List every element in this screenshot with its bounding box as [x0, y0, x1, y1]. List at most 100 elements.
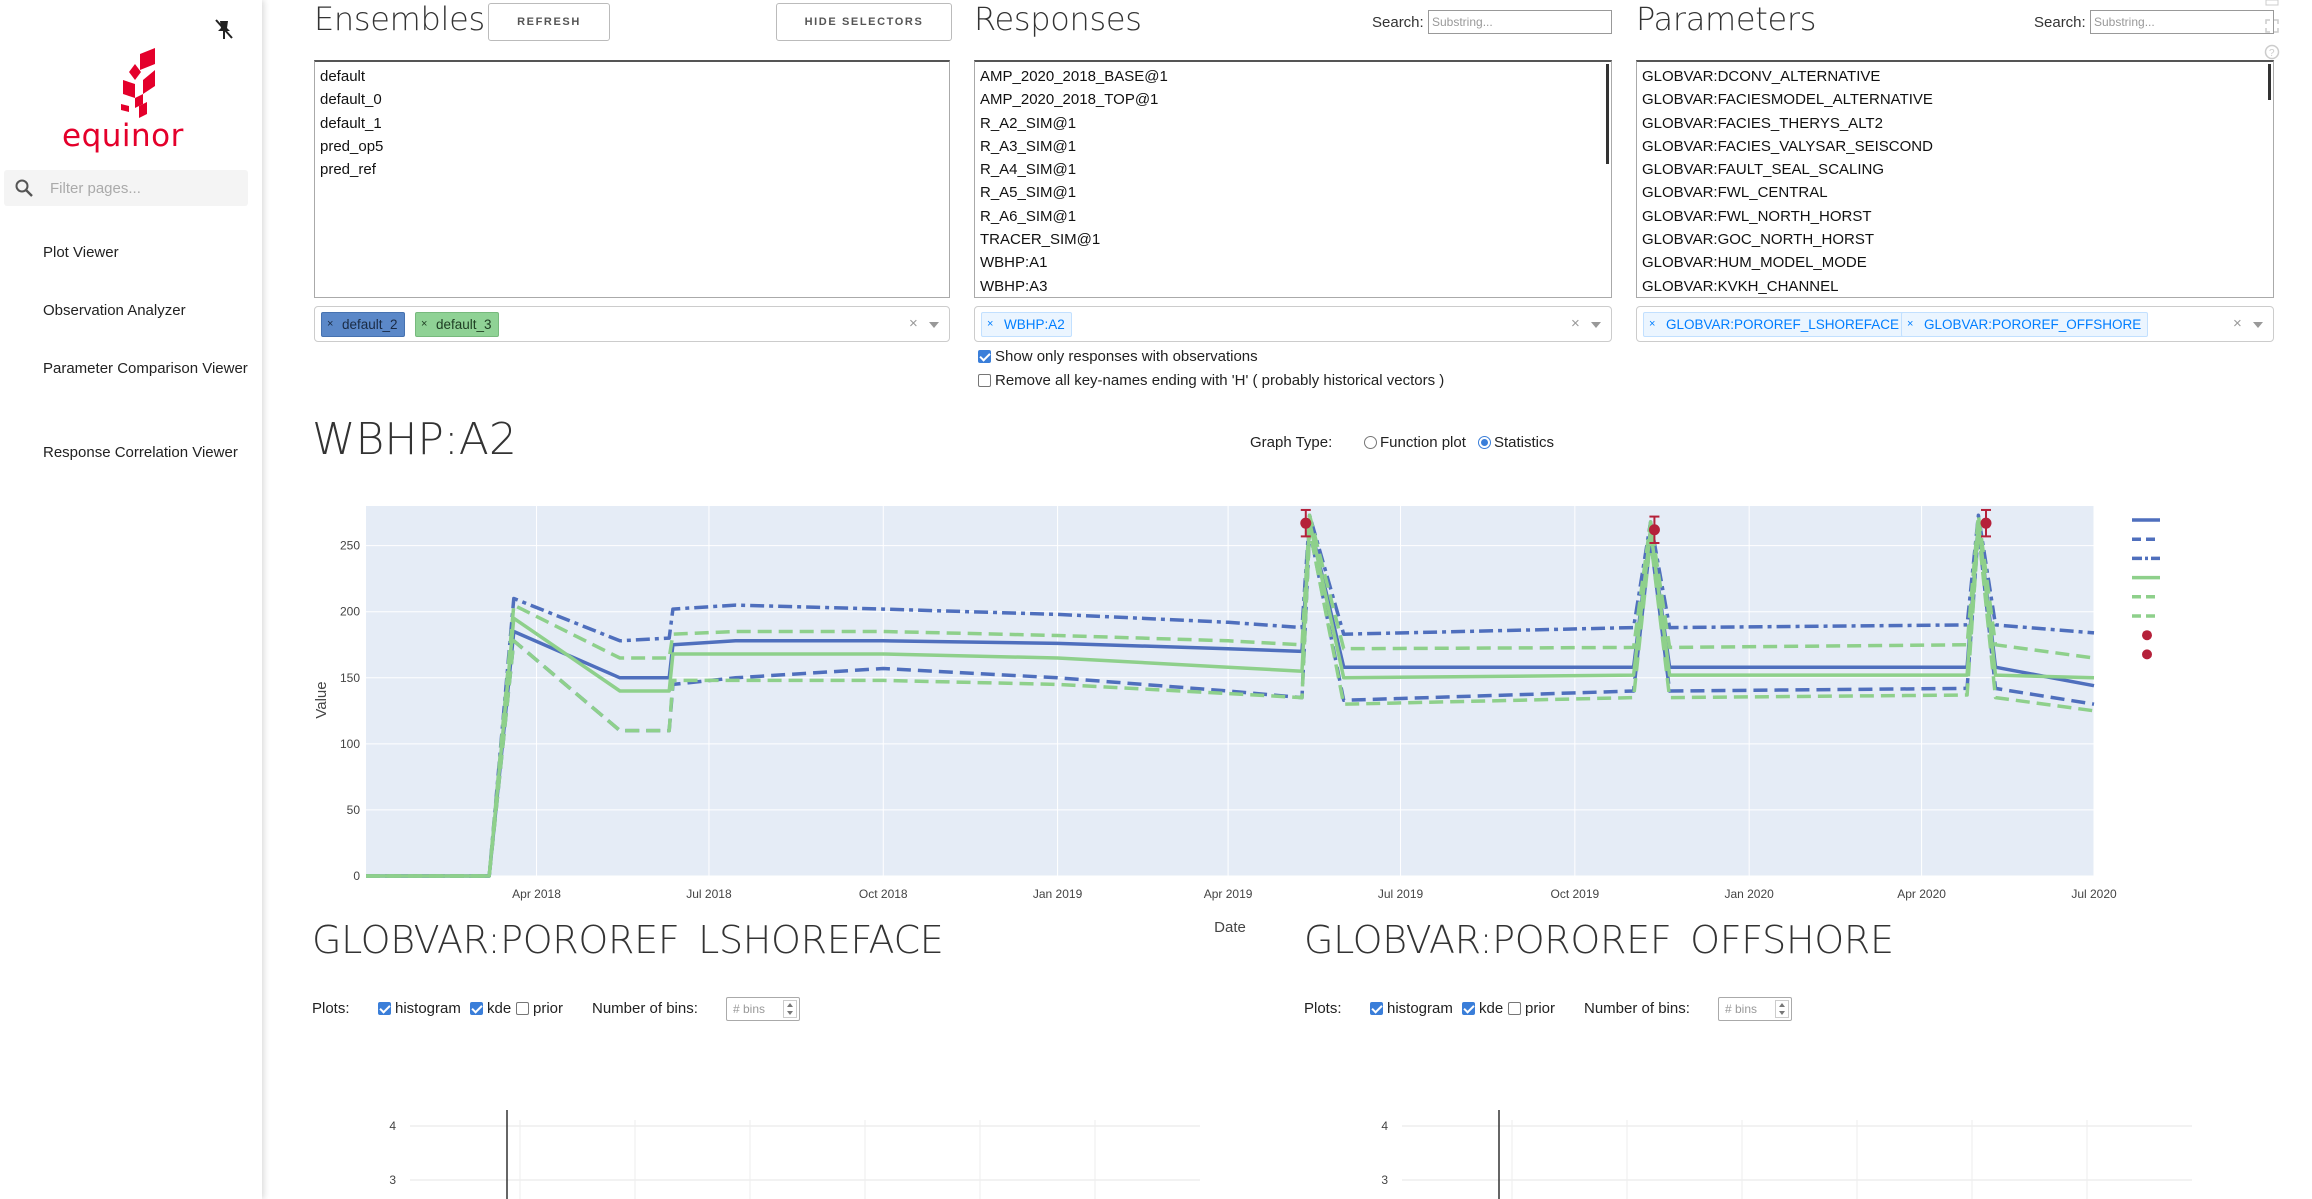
parameter-chip[interactable]: × GLOBVAR:POROREF_OFFSHORE — [1901, 312, 2149, 337]
checkbox[interactable] — [1370, 1002, 1383, 1015]
list-item[interactable]: default — [320, 68, 366, 85]
list-item[interactable]: default_1 — [320, 114, 382, 132]
response-chart[interactable]: 0 50 100 150 200 250 Apr 2018 Jul 2018 Oct 2018 J… — [300, 490, 2160, 940]
series-line-0[interactable] — [366, 520, 2095, 878]
checkbox[interactable] — [470, 1002, 483, 1015]
parameters-search-input[interactable] — [2090, 10, 2274, 34]
statistics-option[interactable]: Statistics — [1478, 434, 1554, 451]
nav-response-correlation-viewer[interactable]: Response Correlation Viewer — [43, 444, 238, 461]
legend-swatch[interactable] — [2142, 649, 2152, 660]
only-observations-option[interactable]: Show only responses with observations — [978, 348, 1258, 365]
remove-icon[interactable]: × — [987, 318, 994, 330]
ensemble-chip[interactable]: × default_3 — [415, 312, 499, 337]
checkbox[interactable] — [978, 374, 991, 387]
help-icon[interactable]: ? — [2264, 44, 2280, 60]
bins-input[interactable]: # bins — [1718, 997, 1792, 1021]
clear-icon[interactable]: × — [2233, 315, 2242, 332]
histogram-option[interactable]: histogram — [378, 1000, 461, 1017]
observation-point[interactable] — [1300, 517, 1312, 529]
radio[interactable] — [1364, 436, 1377, 449]
series-line-4[interactable] — [366, 528, 2095, 878]
list-item[interactable]: R_A3_SIM@1 — [980, 137, 1077, 155]
param-histogram-lshoreface[interactable]: 34 — [370, 1110, 1210, 1199]
prior-option[interactable]: prior — [1508, 1000, 1555, 1017]
list-item[interactable]: R_A2_SIM@1 — [980, 114, 1077, 132]
function-plot-option[interactable]: Function plot — [1364, 434, 1466, 451]
list-item[interactable]: TRACER_SIM@1 — [980, 231, 1101, 249]
nav-observation-analyzer[interactable]: Observation Analyzer — [43, 302, 186, 319]
list-item[interactable]: default_0 — [320, 91, 382, 109]
list-item[interactable]: GLOBVAR:GOC_NORTH_HORST — [1642, 231, 1874, 249]
parameters-list[interactable]: GLOBVAR:DCONV_ALTERNATIVE GLOBVAR:FACIES… — [1636, 60, 2274, 298]
list-item[interactable]: WBHP:A1 — [980, 254, 1048, 272]
clear-icon[interactable]: × — [909, 315, 918, 332]
series-line-2[interactable] — [366, 513, 2095, 878]
stepper-icon[interactable] — [1775, 1000, 1789, 1018]
list-item[interactable]: GLOBVAR:FWL_CENTRAL — [1642, 184, 1828, 202]
responses-search-label: Search: — [1372, 14, 1424, 31]
hide-selectors-button[interactable]: HIDE SELECTORS — [776, 3, 952, 41]
list-item[interactable]: AMP_2020_2018_BASE@1 — [980, 68, 1168, 85]
clear-icon[interactable]: × — [1571, 315, 1580, 332]
list-item[interactable]: R_A5_SIM@1 — [980, 184, 1077, 202]
observation-point[interactable] — [1648, 524, 1660, 536]
chevron-down-icon[interactable] — [929, 322, 939, 328]
stepper-icon[interactable] — [783, 1000, 797, 1018]
scrollbar[interactable] — [1606, 64, 1609, 164]
remove-icon[interactable]: × — [1649, 318, 1656, 330]
remove-icon[interactable]: × — [1907, 318, 1914, 330]
response-chip[interactable]: × WBHP:A2 — [981, 312, 1072, 337]
list-item[interactable]: AMP_2020_2018_TOP@1 — [980, 91, 1159, 109]
nav-plot-viewer[interactable]: Plot Viewer — [43, 244, 119, 261]
refresh-button[interactable]: REFRESH — [488, 3, 610, 41]
chevron-down-icon[interactable] — [1591, 322, 1601, 328]
remove-icon[interactable]: × — [421, 318, 428, 330]
scrollbar[interactable] — [2268, 64, 2271, 100]
bins-input[interactable]: # bins — [726, 997, 800, 1021]
list-item[interactable]: GLOBVAR:FAULT_SEAL_SCALING — [1642, 161, 1885, 179]
nav-parameter-comparison-viewer[interactable]: Parameter Comparison Viewer — [43, 360, 248, 377]
ensembles-list[interactable]: default default_0 default_1 pred_op5 pre… — [314, 60, 950, 298]
responses-dropdown[interactable]: × WBHP:A2 × — [974, 306, 1612, 342]
chevron-down-icon[interactable] — [2253, 322, 2263, 328]
remove-icon[interactable]: × — [327, 318, 334, 330]
legend-swatch[interactable] — [2142, 630, 2152, 641]
ensembles-dropdown[interactable]: × default_2 × default_3 × — [314, 306, 950, 342]
observation-point[interactable] — [1980, 517, 1992, 529]
list-item[interactable]: GLOBVAR:FWL_NORTH_HORST — [1642, 207, 1872, 225]
responses-search-input[interactable] — [1428, 10, 1612, 34]
radio[interactable] — [1478, 436, 1491, 449]
series-line-3[interactable] — [366, 520, 2095, 878]
ensemble-chip[interactable]: × default_2 — [321, 312, 405, 337]
kde-option[interactable]: kde — [470, 1000, 511, 1017]
responses-list[interactable]: AMP_2020_2018_BASE@1 AMP_2020_2018_TOP@1… — [974, 60, 1612, 298]
parameters-dropdown[interactable]: × GLOBVAR:POROREF_LSHOREFACE × GLOBVAR:POR… — [1636, 306, 2274, 342]
histogram-option[interactable]: histogram — [1370, 1000, 1453, 1017]
list-item[interactable]: GLOBVAR:HUM_MODEL_MODE — [1642, 254, 1867, 272]
remove-historical-option[interactable]: Remove all key-names ending with 'H' ( p… — [978, 372, 1444, 389]
checkbox[interactable] — [978, 350, 991, 363]
filter-pages-input[interactable] — [50, 174, 240, 202]
param-histogram-offshore[interactable]: 34 — [1362, 1110, 2202, 1199]
prior-option[interactable]: prior — [516, 1000, 563, 1017]
list-item[interactable]: GLOBVAR:DCONV_ALTERNATIVE — [1642, 68, 1881, 85]
list-item[interactable]: R_A6_SIM@1 — [980, 207, 1077, 225]
toolbar-icon[interactable] — [2264, 0, 2280, 8]
checkbox[interactable] — [516, 1002, 529, 1015]
list-item[interactable]: pred_ref — [320, 161, 376, 179]
checkbox[interactable] — [1462, 1002, 1475, 1015]
list-item[interactable]: R_A4_SIM@1 — [980, 161, 1077, 179]
list-item[interactable]: WBHP:A3 — [980, 277, 1048, 295]
list-item[interactable]: GLOBVAR:FACIES_THERYS_ALT2 — [1642, 114, 1883, 132]
list-item[interactable]: GLOBVAR:FACIES_VALYSAR_SEISCOND — [1642, 137, 1933, 155]
checkbox[interactable] — [378, 1002, 391, 1015]
list-item[interactable]: GLOBVAR:KVKH_CHANNEL — [1642, 277, 1839, 295]
checkbox[interactable] — [1508, 1002, 1521, 1015]
fullscreen-icon[interactable] — [2264, 18, 2280, 34]
series-line-5[interactable] — [366, 513, 2095, 878]
list-item[interactable]: pred_op5 — [320, 137, 384, 155]
kde-option[interactable]: kde — [1462, 1000, 1503, 1017]
list-item[interactable]: GLOBVAR:FACIESMODEL_ALTERNATIVE — [1642, 91, 1933, 109]
parameter-chip[interactable]: × GLOBVAR:POROREF_LSHOREFACE — [1643, 312, 1907, 337]
unpin-icon[interactable] — [214, 18, 234, 42]
